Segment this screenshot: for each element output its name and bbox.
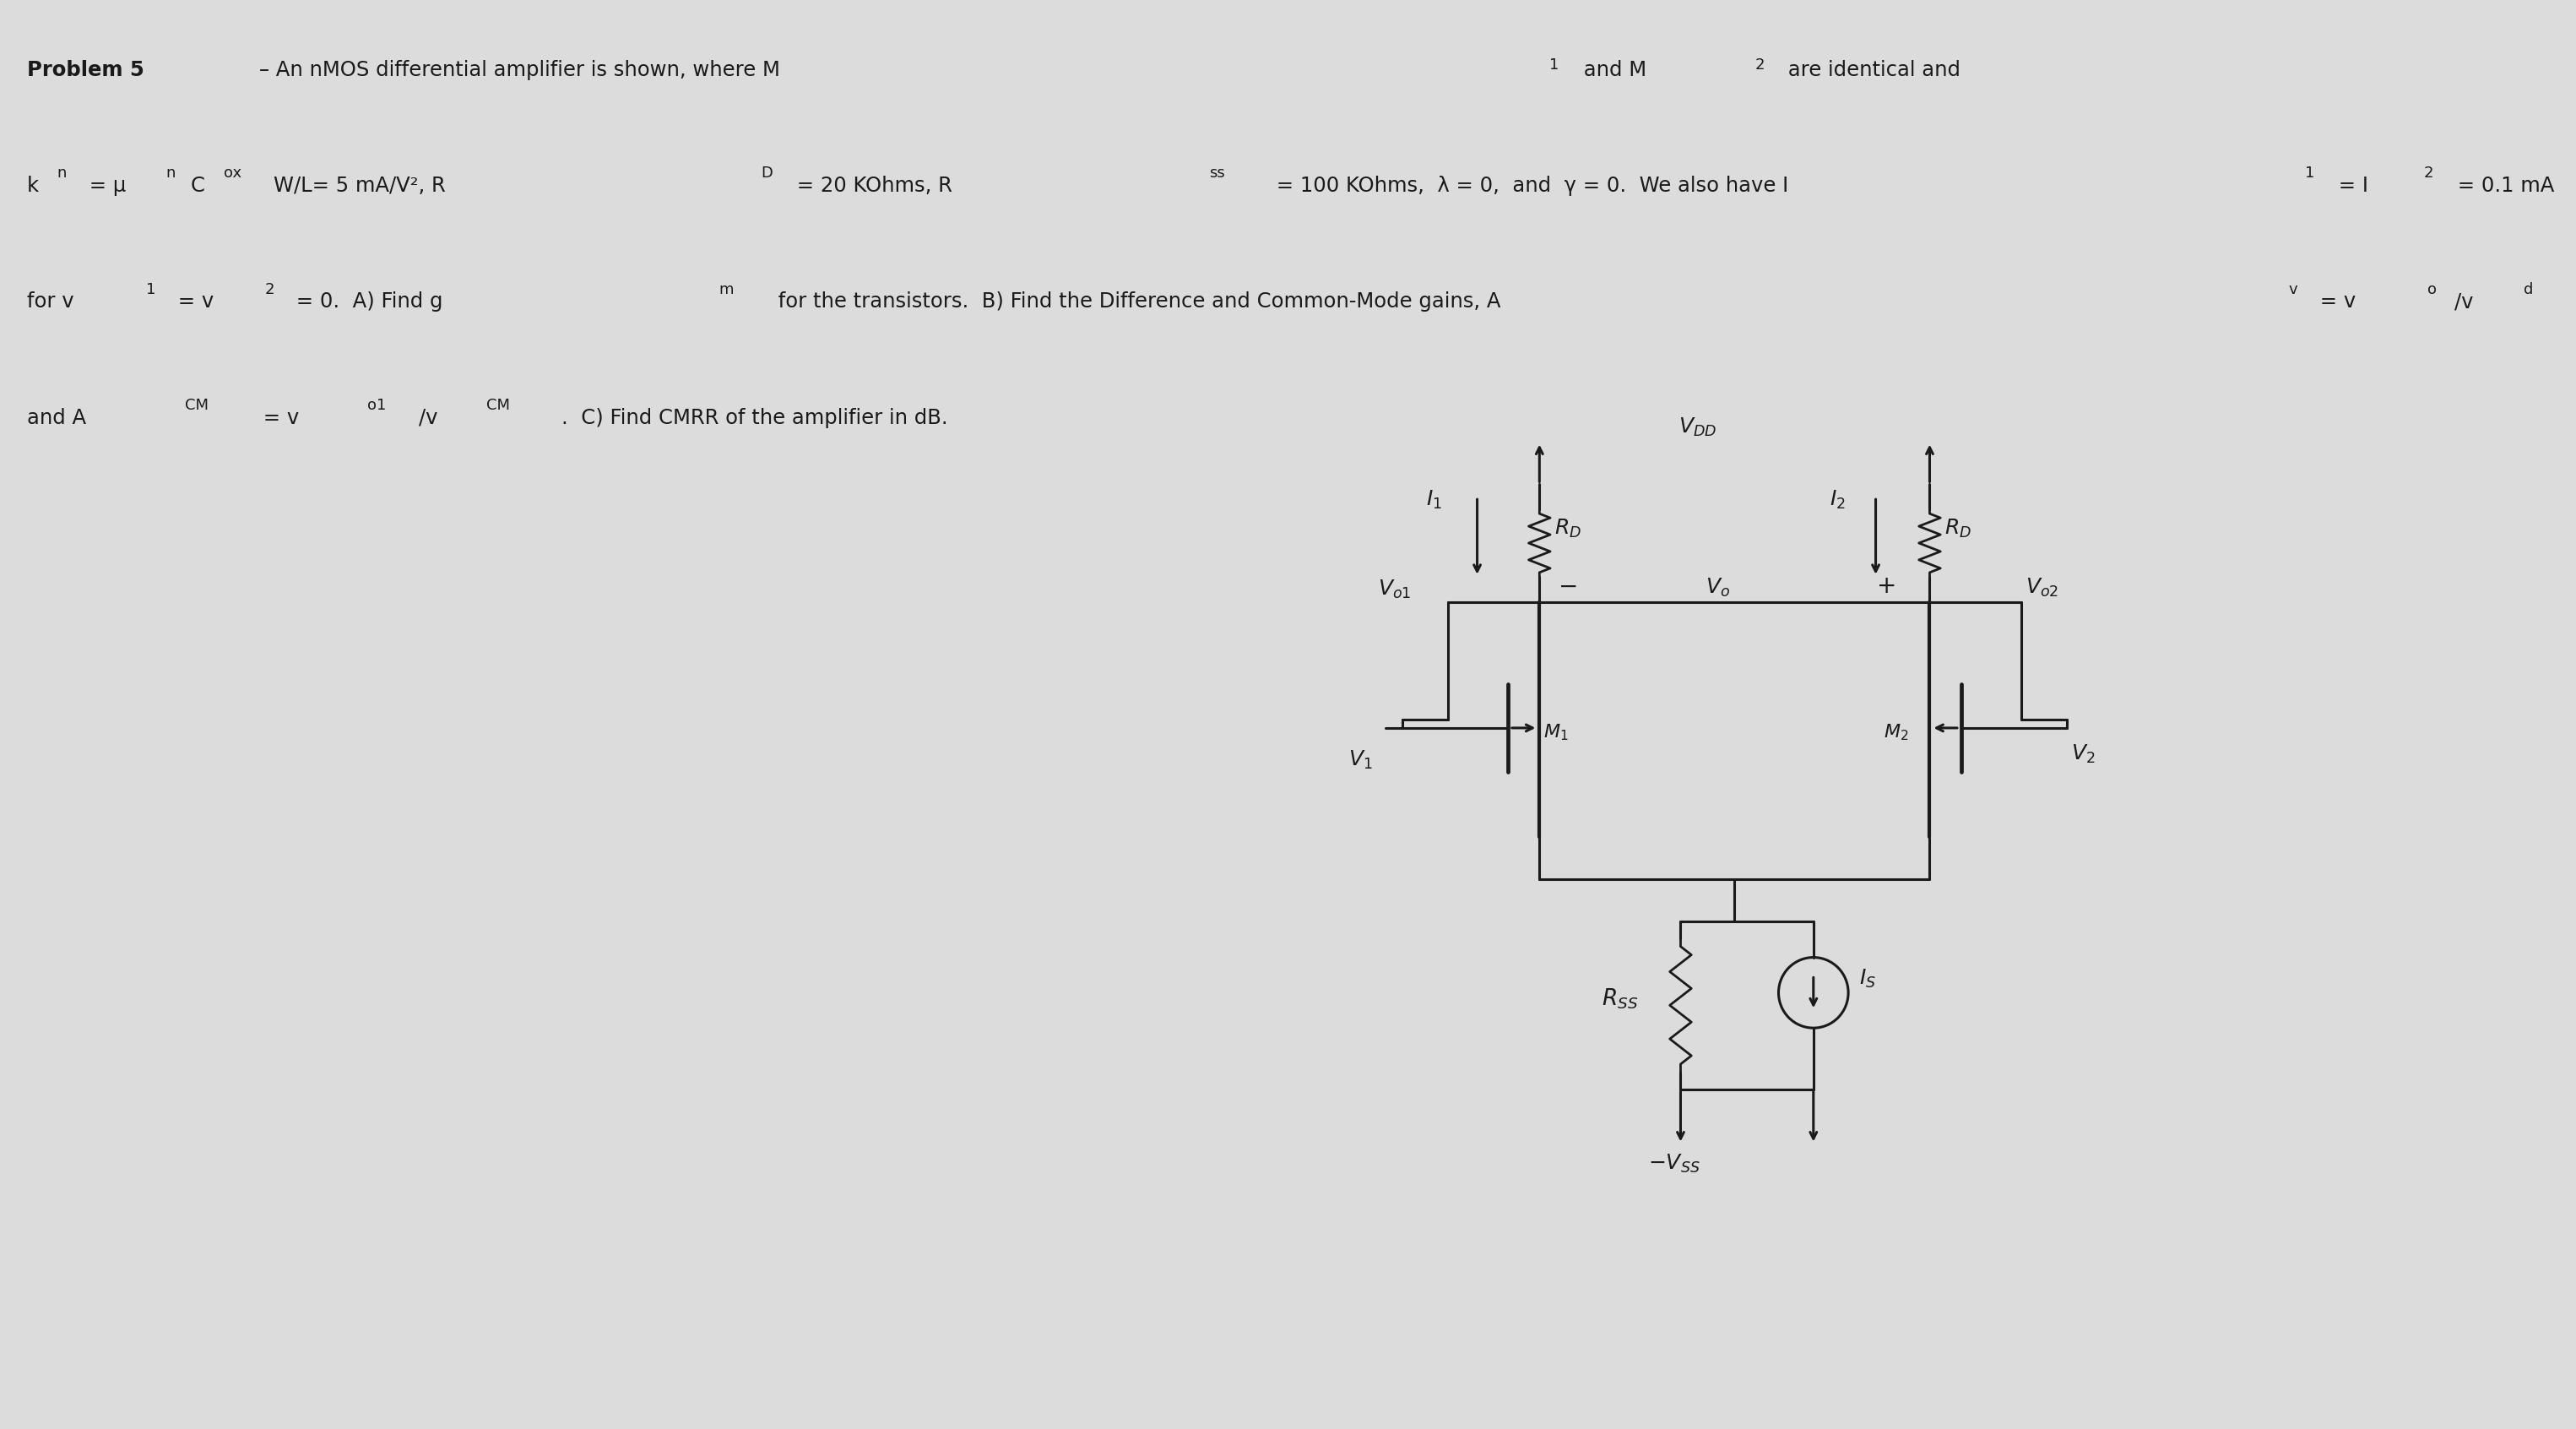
- Text: $-$: $-$: [1558, 574, 1577, 597]
- Text: = I: = I: [2331, 176, 2367, 196]
- Text: 2: 2: [1754, 57, 1765, 73]
- Text: o1: o1: [368, 397, 386, 413]
- Text: $I_2$: $I_2$: [1829, 489, 1847, 510]
- Text: = 0.  A) Find g: = 0. A) Find g: [291, 292, 443, 312]
- Text: /v: /v: [420, 407, 438, 429]
- Text: D: D: [760, 166, 773, 181]
- Text: and A: and A: [26, 407, 85, 429]
- Text: 1: 1: [147, 282, 157, 297]
- Text: k: k: [26, 176, 39, 196]
- Text: $+$: $+$: [1875, 574, 1893, 597]
- Text: o: o: [2427, 282, 2437, 297]
- Text: m: m: [719, 282, 734, 297]
- Text: $V_1$: $V_1$: [1347, 749, 1373, 772]
- Text: – An nMOS differential amplifier is shown, where M: – An nMOS differential amplifier is show…: [260, 60, 781, 80]
- Text: W/L= 5 mA/V², R: W/L= 5 mA/V², R: [273, 176, 446, 196]
- Text: 2: 2: [2424, 166, 2434, 181]
- Text: ss: ss: [1208, 166, 1224, 181]
- Text: are identical and: are identical and: [1783, 60, 1960, 80]
- Text: = v: = v: [258, 407, 299, 429]
- Text: $R_D$: $R_D$: [1553, 517, 1582, 540]
- Text: /v: /v: [2455, 292, 2473, 312]
- Text: $V_o$: $V_o$: [1705, 576, 1731, 599]
- Text: = v: = v: [2313, 292, 2354, 312]
- Text: $R_D$: $R_D$: [1945, 517, 1971, 540]
- Text: $I_S$: $I_S$: [1860, 967, 1875, 989]
- Text: CM: CM: [487, 397, 510, 413]
- Text: = 100 KOhms,  λ = 0,  and  γ = 0.  We also have I: = 100 KOhms, λ = 0, and γ = 0. We also h…: [1270, 176, 1788, 196]
- Text: 1: 1: [1548, 57, 1558, 73]
- Text: for the transistors.  B) Find the Difference and Common-Mode gains, A: for the transistors. B) Find the Differe…: [770, 292, 1502, 312]
- Text: $R_{SS}$: $R_{SS}$: [1602, 986, 1638, 1010]
- Text: v: v: [2287, 282, 2298, 297]
- Text: ox: ox: [224, 166, 242, 181]
- Text: $V_{DD}$: $V_{DD}$: [1677, 416, 1716, 439]
- Text: for v: for v: [26, 292, 75, 312]
- Text: and M: and M: [1577, 60, 1646, 80]
- Text: 2: 2: [265, 282, 276, 297]
- Text: $V_{o2}$: $V_{o2}$: [2025, 576, 2058, 599]
- Text: $-V_{SS}$: $-V_{SS}$: [1649, 1152, 1700, 1175]
- Text: = 0.1 mA: = 0.1 mA: [2450, 176, 2555, 196]
- Text: 1: 1: [2306, 166, 2313, 181]
- Text: $V_2$: $V_2$: [2071, 743, 2094, 765]
- Text: CM: CM: [185, 397, 209, 413]
- Text: C: C: [191, 176, 204, 196]
- Text: = v: = v: [170, 292, 214, 312]
- Text: .  C) Find CMRR of the amplifier in dB.: . C) Find CMRR of the amplifier in dB.: [562, 407, 948, 429]
- Text: n: n: [165, 166, 175, 181]
- Text: $M_1$: $M_1$: [1543, 723, 1569, 743]
- Text: n: n: [57, 166, 67, 181]
- Text: = 20 KOhms, R: = 20 KOhms, R: [791, 176, 953, 196]
- Text: $I_1$: $I_1$: [1425, 489, 1443, 510]
- Text: d: d: [2524, 282, 2532, 297]
- Text: $M_2$: $M_2$: [1883, 723, 1909, 743]
- Text: Problem 5: Problem 5: [26, 60, 144, 80]
- Text: = μ: = μ: [82, 176, 126, 196]
- Text: $V_{o1}$: $V_{o1}$: [1378, 579, 1412, 600]
